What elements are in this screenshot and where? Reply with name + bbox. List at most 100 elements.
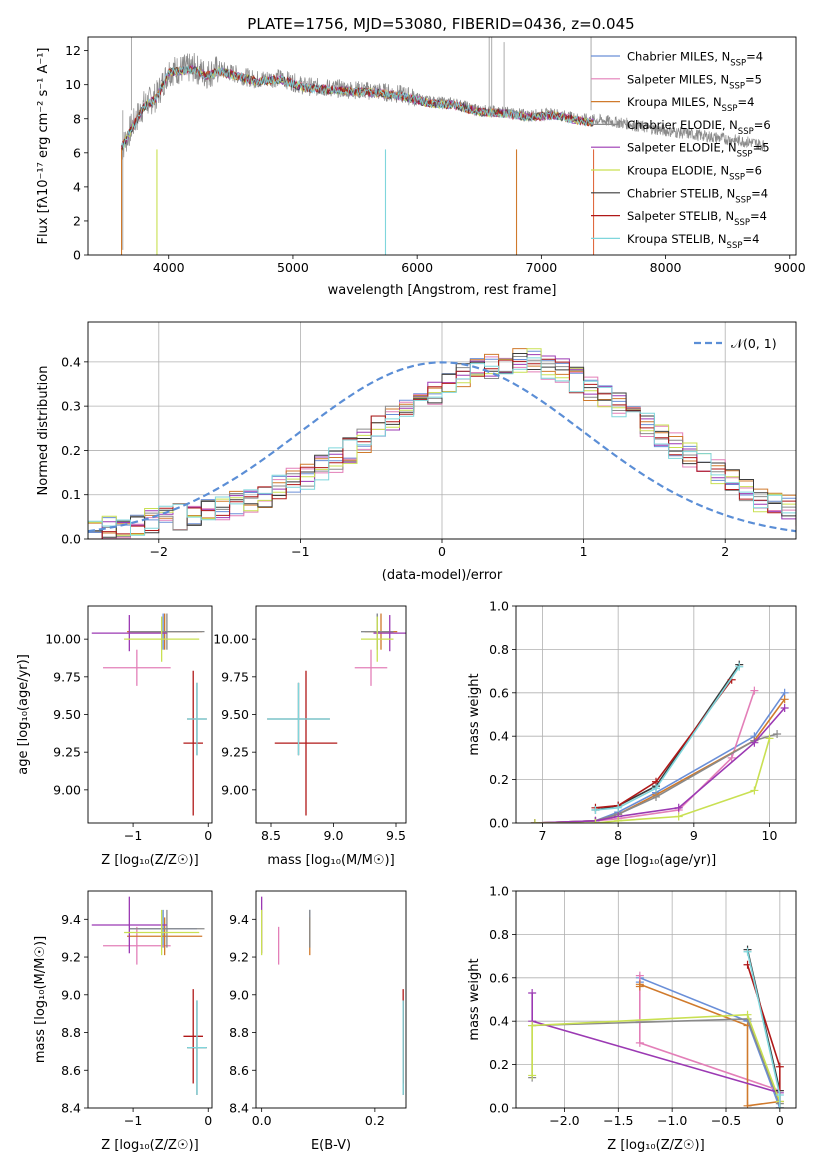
x-tick-label: 9.0 — [324, 828, 344, 843]
y-tick-label: 0.3 — [61, 399, 81, 414]
y-tick-label: 10.00 — [213, 632, 249, 647]
y-axis-label: Normed distribution — [36, 366, 51, 496]
legend-nssp: =4 — [737, 95, 754, 109]
x-axis-label: E(B-V) — [311, 1138, 351, 1153]
series-marker — [780, 695, 789, 704]
x-tick-label: −1 — [124, 1113, 142, 1128]
x-tick-label: 4000 — [153, 260, 185, 275]
y-tick-label: 12 — [65, 43, 81, 58]
model-spectrum-5 — [121, 66, 594, 151]
series-marker — [530, 819, 539, 823]
x-tick-label: 8 — [614, 828, 622, 843]
y-tick-label: 9.4 — [229, 912, 249, 927]
y-tick-label: 9.4 — [61, 912, 81, 927]
y-tick-label: 0.2 — [61, 443, 81, 458]
legend-nssp: =5 — [745, 72, 762, 86]
y-tick-label: 0.8 — [489, 642, 509, 657]
series-marker — [773, 730, 782, 739]
series-line-1 — [534, 690, 756, 823]
x-tick-label: 2 — [721, 544, 729, 559]
model-spectrum-6 — [121, 65, 594, 151]
series-line-7 — [595, 679, 733, 809]
legend-nssp: =4 — [742, 232, 759, 246]
x-tick-label: 0.2 — [365, 1113, 385, 1128]
crosses-plot-area — [91, 613, 207, 816]
series-marker — [528, 1021, 537, 1030]
series-marker — [614, 816, 623, 823]
y-tick-label: 1.0 — [489, 599, 509, 614]
crosses-plot-area — [267, 613, 406, 816]
legend-subscript: SSP — [727, 241, 743, 251]
legend-subscript: SSP — [734, 218, 750, 228]
legend-subscript: SSP — [738, 127, 754, 137]
series-marker — [743, 1101, 752, 1108]
series-marker — [780, 703, 789, 712]
legend-label: Chabrier MILES, NSSP=4 — [627, 50, 763, 69]
series-marker — [635, 1038, 644, 1047]
legend-label: Chabrier ELODIE, NSSP=6 — [627, 118, 771, 137]
x-tick-label: −1.5 — [603, 1113, 633, 1128]
y-axis-label: mass [log₁₀(M/M☉)] — [33, 936, 48, 1063]
x-tick-label: 1 — [580, 544, 588, 559]
legend-subscript: SSP — [722, 104, 738, 114]
x-tick-label: 0 — [438, 544, 446, 559]
model-spectrum-3 — [121, 64, 594, 151]
series-marker — [775, 1062, 784, 1071]
y-tick-label: 9.2 — [229, 950, 249, 965]
legend-label: 𝒩(0, 1) — [731, 336, 777, 351]
histogram-5 — [88, 348, 796, 539]
y-tick-label: 8.4 — [229, 1101, 249, 1116]
y-tick-label: 9.0 — [229, 987, 249, 1002]
x-tick-label: 6000 — [401, 260, 433, 275]
x-tick-label: −2 — [150, 544, 168, 559]
y-tick-label: 0.0 — [489, 816, 509, 831]
series-marker — [775, 1090, 784, 1099]
y-tick-label: 0.4 — [489, 1014, 509, 1029]
histogram-7 — [88, 358, 796, 539]
y-tick-label: 9.75 — [53, 669, 81, 684]
x-tick-label: −1 — [124, 828, 142, 843]
y-axis-label: mass weight — [467, 673, 482, 755]
series-marker — [674, 812, 683, 821]
x-tick-label: −1 — [291, 544, 309, 559]
legend-label: Kroupa STELIB, NSSP=4 — [627, 232, 759, 251]
crosses-plot-area — [261, 896, 404, 1095]
x-tick-label: 9.5 — [386, 828, 406, 843]
y-axis-label: Flux [fλ10⁻¹⁷ erg cm⁻² s⁻¹ A⁻¹] — [36, 48, 51, 245]
legend-nssp: =6 — [754, 118, 771, 132]
x-tick-label: 5000 — [277, 260, 309, 275]
y-tick-label: 9.00 — [221, 782, 249, 797]
series-marker — [743, 947, 752, 956]
x-axis-label: Z [log₁₀(Z/Z☉)] — [101, 853, 198, 868]
crosses-plot-area — [91, 896, 207, 1095]
x-axis-label: Z [log₁₀(Z/Z☉)] — [101, 1138, 198, 1153]
legend-subscript: SSP — [737, 150, 753, 160]
series-marker — [727, 753, 736, 762]
x-axis-label: (data-model)/error — [382, 568, 503, 583]
y-tick-label: 9.25 — [221, 745, 249, 760]
histogram-1 — [88, 356, 796, 539]
axes-frame — [515, 605, 797, 824]
model-spectrum-0 — [121, 65, 594, 147]
x-tick-label: 0 — [204, 1113, 212, 1128]
y-tick-label: 2 — [73, 213, 81, 228]
model-spectrum-4 — [121, 64, 594, 148]
series-marker — [750, 738, 759, 747]
series-line-8 — [595, 666, 740, 811]
x-tick-label: −1.0 — [657, 1113, 687, 1128]
y-tick-label: 8.6 — [61, 1063, 81, 1078]
series-marker — [652, 784, 660, 793]
y-tick-label: 0 — [73, 248, 81, 263]
x-axis-label: wavelength [Angstrom, rest frame] — [328, 283, 557, 298]
y-tick-label: 8.4 — [61, 1101, 81, 1116]
x-tick-label: 8.5 — [261, 828, 281, 843]
series-line-5 — [534, 738, 771, 823]
legend-nssp: =5 — [753, 141, 770, 155]
legend-subscript: SSP — [735, 195, 751, 205]
series-marker — [635, 971, 644, 980]
y-tick-label: 0.8 — [489, 927, 509, 942]
y-tick-label: 0.0 — [489, 1101, 509, 1116]
x-tick-label: 0 — [776, 1113, 784, 1128]
axes-frame — [87, 321, 797, 540]
y-tick-label: 9.75 — [221, 669, 249, 684]
